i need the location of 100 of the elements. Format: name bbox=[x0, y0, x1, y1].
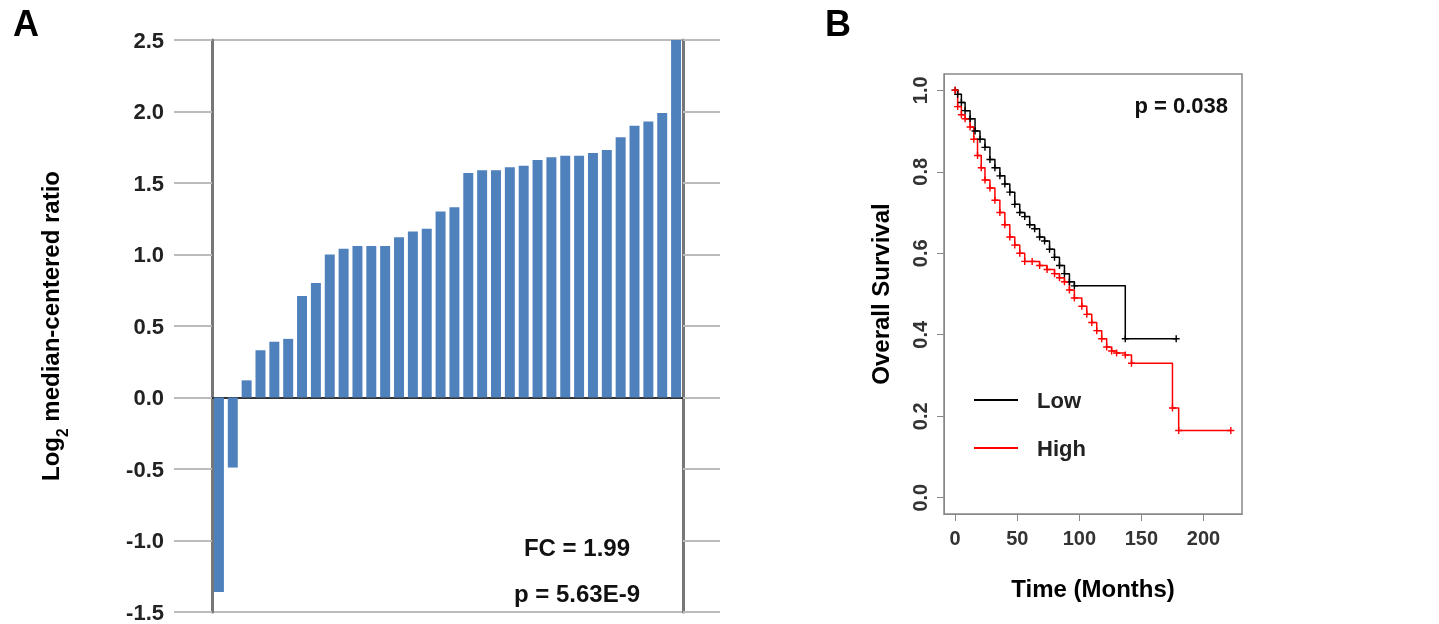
bar bbox=[255, 350, 266, 398]
bar bbox=[227, 397, 238, 468]
point bbox=[1006, 233, 1014, 241]
bar bbox=[477, 170, 488, 398]
point bbox=[991, 196, 999, 204]
bar bbox=[546, 157, 557, 398]
bar bbox=[421, 228, 432, 398]
point bbox=[1006, 188, 1014, 196]
bar bbox=[643, 121, 654, 398]
bar bbox=[394, 237, 404, 398]
bar bbox=[310, 283, 321, 398]
bar bbox=[449, 207, 460, 398]
point bbox=[976, 135, 984, 143]
bar bbox=[532, 160, 543, 398]
point bbox=[1078, 302, 1086, 310]
point bbox=[966, 123, 974, 131]
bar bbox=[574, 155, 585, 398]
bar bbox=[601, 150, 612, 398]
bar bbox=[657, 112, 668, 398]
bar bbox=[671, 40, 682, 398]
bar bbox=[269, 341, 280, 398]
point bbox=[1011, 241, 1019, 249]
x-tick-label: 50 bbox=[1006, 527, 1029, 549]
point bbox=[981, 143, 989, 151]
point bbox=[1121, 335, 1129, 343]
bar bbox=[352, 245, 363, 398]
y-tick-label: 2.0 bbox=[133, 99, 164, 124]
bar bbox=[283, 338, 294, 398]
point bbox=[1036, 233, 1044, 241]
legend-label: Low bbox=[1037, 387, 1082, 413]
bar bbox=[615, 137, 626, 398]
y-tick-label: -0.5 bbox=[126, 456, 164, 482]
point bbox=[1028, 257, 1036, 265]
bar bbox=[435, 211, 446, 398]
legend-label: High bbox=[1037, 435, 1086, 461]
point bbox=[986, 184, 994, 192]
bar bbox=[297, 295, 308, 398]
x-tick-label: 150 bbox=[1124, 527, 1159, 549]
y-tick-label: 0.2 bbox=[909, 402, 931, 431]
bar bbox=[366, 245, 377, 398]
y-axis-title: Log2 median-centered ratio bbox=[36, 170, 71, 482]
annotation: p = 0.038 bbox=[1134, 92, 1229, 118]
x-tick-label: 0 bbox=[949, 527, 961, 549]
point bbox=[981, 176, 989, 184]
y-tick-label: 0.8 bbox=[909, 157, 931, 186]
x-tick-label: 100 bbox=[1062, 527, 1097, 549]
point bbox=[1103, 343, 1111, 351]
y-axis-title: Overall Survival bbox=[866, 203, 894, 385]
y-tick-label: 0.0 bbox=[133, 385, 164, 410]
bar bbox=[491, 170, 501, 398]
point bbox=[986, 156, 994, 164]
x-tick-label: 200 bbox=[1186, 527, 1221, 549]
point bbox=[961, 115, 969, 123]
point bbox=[996, 172, 1004, 180]
bar bbox=[324, 254, 335, 398]
point bbox=[1108, 347, 1116, 355]
y-tick-label: 1.0 bbox=[909, 76, 931, 105]
point bbox=[1098, 335, 1106, 343]
annotation: p = 5.63E-9 bbox=[513, 579, 641, 607]
y-tick-label: 0.0 bbox=[909, 483, 931, 512]
bar bbox=[587, 152, 598, 398]
y-tick-label: 1.0 bbox=[133, 242, 164, 267]
bar bbox=[380, 245, 391, 398]
point bbox=[1121, 351, 1129, 359]
y-tick-label: -1.5 bbox=[126, 599, 164, 624]
point bbox=[1070, 294, 1078, 302]
point bbox=[1113, 349, 1121, 357]
bar bbox=[518, 165, 529, 398]
point bbox=[1043, 266, 1051, 274]
y-tick-label: -1.0 bbox=[126, 528, 164, 553]
bar bbox=[629, 125, 640, 398]
bar bbox=[560, 155, 571, 398]
point bbox=[1065, 286, 1073, 294]
x-axis-title: Time (Months) bbox=[1011, 574, 1175, 602]
chart-title: B bbox=[825, 2, 851, 44]
bar bbox=[213, 397, 224, 592]
bar bbox=[241, 380, 252, 398]
bar bbox=[338, 248, 349, 398]
y-tick-label: 0.4 bbox=[909, 319, 931, 349]
point bbox=[970, 135, 978, 143]
point bbox=[1031, 225, 1039, 233]
point bbox=[1070, 282, 1078, 290]
bar bbox=[407, 231, 418, 398]
point bbox=[971, 127, 979, 135]
bar bbox=[504, 167, 515, 398]
chart-title: A bbox=[13, 2, 39, 44]
annotation: FC = 1.99 bbox=[523, 533, 631, 561]
point bbox=[996, 209, 1004, 217]
point bbox=[1046, 245, 1054, 253]
point bbox=[961, 107, 969, 115]
point bbox=[1172, 335, 1180, 343]
y-tick-label: 2.5 bbox=[133, 27, 164, 53]
y-tick-label: 0.5 bbox=[133, 313, 164, 339]
y-tick-label: 0.6 bbox=[909, 239, 931, 268]
bar bbox=[463, 172, 474, 398]
point bbox=[1001, 180, 1009, 188]
point bbox=[1001, 221, 1009, 229]
point bbox=[1227, 426, 1235, 434]
point bbox=[1041, 237, 1049, 245]
point bbox=[991, 164, 999, 172]
